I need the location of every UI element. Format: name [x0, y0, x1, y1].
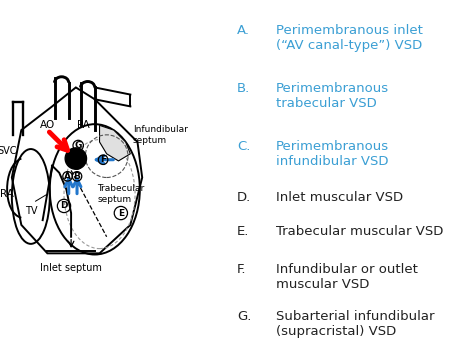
Text: Subarterial infundibular
(supracristal) VSD: Subarterial infundibular (supracristal) … — [276, 310, 434, 338]
Text: Perimembranous inlet
(“AV canal-type”) VSD: Perimembranous inlet (“AV canal-type”) V… — [276, 24, 423, 52]
Text: E.: E. — [237, 225, 249, 238]
Text: PA: PA — [77, 120, 89, 130]
Text: B: B — [73, 172, 81, 181]
Text: G.: G. — [237, 310, 252, 323]
Text: G: G — [74, 141, 82, 150]
Text: F: F — [100, 155, 106, 164]
Text: Perimembranous
infundibular VSD: Perimembranous infundibular VSD — [276, 140, 389, 168]
Text: E: E — [118, 208, 124, 218]
Ellipse shape — [65, 148, 87, 169]
Text: AO: AO — [40, 120, 55, 130]
Text: RA: RA — [0, 189, 14, 199]
Text: Infundibular
septum: Infundibular septum — [133, 125, 188, 144]
Text: Inlet septum: Inlet septum — [40, 263, 102, 273]
Text: D: D — [60, 201, 68, 211]
Text: Perimembranous
trabecular VSD: Perimembranous trabecular VSD — [276, 82, 389, 110]
Text: C: C — [74, 160, 80, 169]
Text: B.: B. — [237, 82, 250, 95]
Text: A.: A. — [237, 24, 250, 37]
Text: TV: TV — [25, 206, 37, 216]
Text: D.: D. — [237, 191, 251, 204]
PathPatch shape — [100, 125, 130, 161]
Text: Trabecular
septum: Trabecular septum — [97, 184, 145, 204]
Text: F.: F. — [237, 263, 246, 276]
Text: A: A — [64, 172, 71, 181]
Text: Inlet muscular VSD: Inlet muscular VSD — [276, 191, 403, 204]
Text: SVC: SVC — [0, 146, 17, 157]
Text: Trabecular muscular VSD: Trabecular muscular VSD — [276, 225, 443, 238]
Text: C.: C. — [237, 140, 250, 153]
Text: Infundibular or outlet
muscular VSD: Infundibular or outlet muscular VSD — [276, 263, 418, 291]
